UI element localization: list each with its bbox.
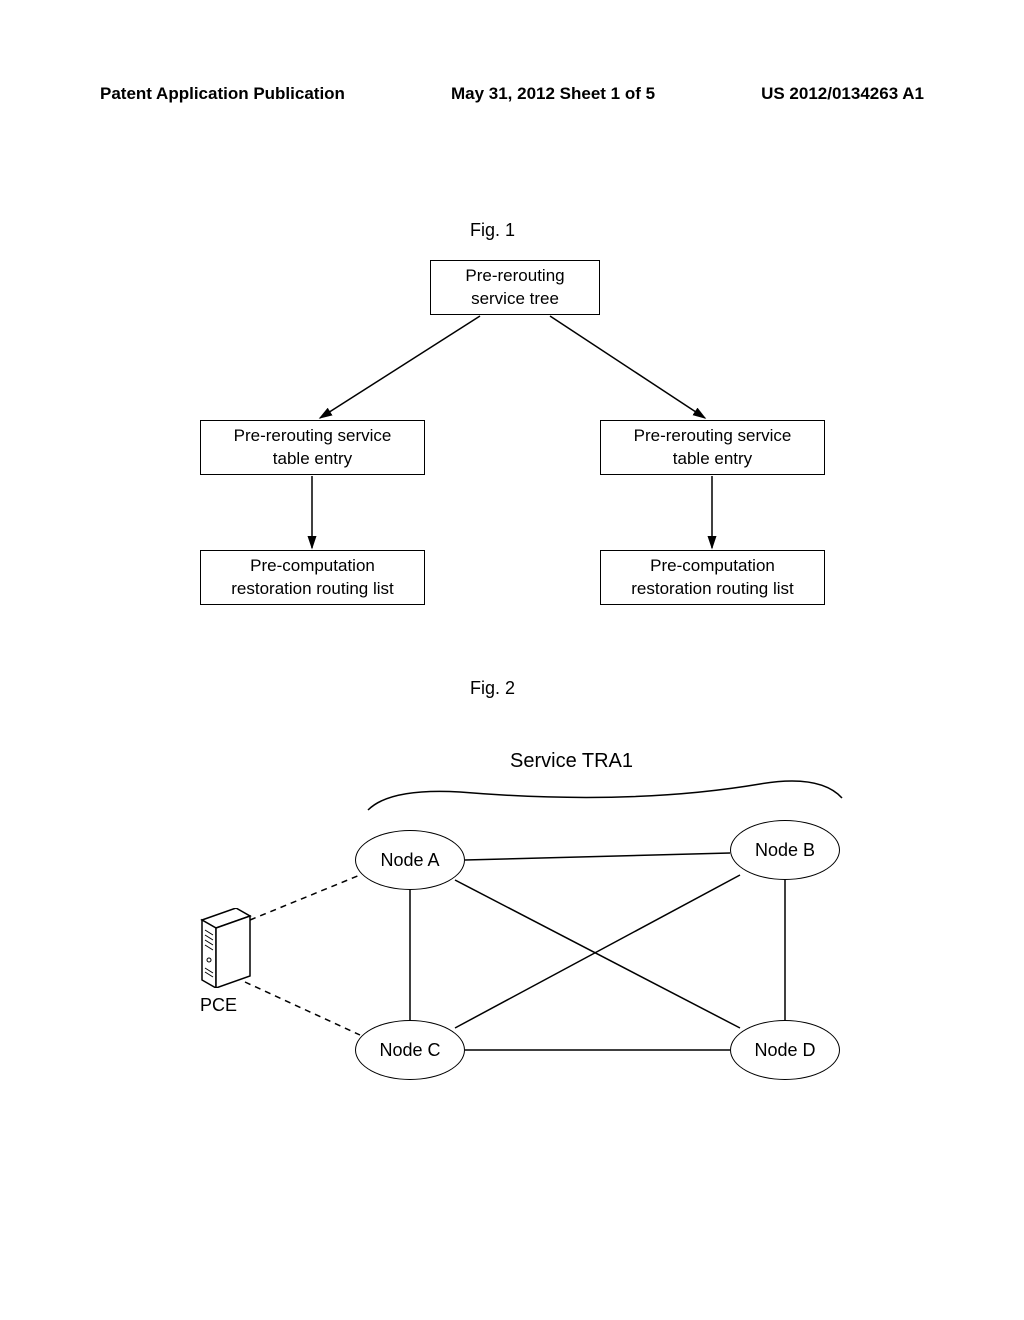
- node-c-label: Node C: [379, 1040, 440, 1061]
- node-d-label: Node D: [754, 1040, 815, 1061]
- bottom-right-node: Pre-computation restoration routing list: [600, 550, 825, 605]
- service-label: Service TRA1: [510, 750, 633, 773]
- node-c: Node C: [355, 1020, 465, 1080]
- pce-server-icon: [198, 908, 253, 988]
- node-a-label: Node A: [380, 850, 439, 871]
- mid-right-line1: Pre-rerouting service: [634, 425, 792, 447]
- figure-2-label: Fig. 2: [470, 678, 515, 699]
- mid-left-node: Pre-rerouting service table entry: [200, 420, 425, 475]
- diagram-2: Service TRA1 Node A Node B Node C Node D: [100, 720, 924, 1120]
- page-header: Patent Application Publication May 31, 2…: [100, 84, 924, 104]
- node-b-label: Node B: [755, 840, 815, 861]
- header-right: US 2012/0134263 A1: [761, 84, 924, 104]
- mid-right-node: Pre-rerouting service table entry: [600, 420, 825, 475]
- bottom-right-line1: Pre-computation: [650, 555, 775, 577]
- mid-left-line1: Pre-rerouting service: [234, 425, 392, 447]
- figure-1-label: Fig. 1: [470, 220, 515, 241]
- mid-left-line2: table entry: [273, 448, 352, 470]
- bottom-left-line1: Pre-computation: [250, 555, 375, 577]
- root-line2: service tree: [471, 288, 559, 310]
- node-b: Node B: [730, 820, 840, 880]
- node-a: Node A: [355, 830, 465, 890]
- header-center: May 31, 2012 Sheet 1 of 5: [451, 84, 655, 104]
- bottom-left-node: Pre-computation restoration routing list: [200, 550, 425, 605]
- pce-label: PCE: [200, 995, 237, 1016]
- header-left: Patent Application Publication: [100, 84, 345, 104]
- root-line1: Pre-rerouting: [465, 265, 564, 287]
- mid-right-line2: table entry: [673, 448, 752, 470]
- bottom-left-line2: restoration routing list: [231, 578, 394, 600]
- bottom-right-line2: restoration routing list: [631, 578, 794, 600]
- root-node: Pre-rerouting service tree: [430, 260, 600, 315]
- diagram-1: Pre-rerouting service tree Pre-rerouting…: [150, 260, 924, 660]
- node-d: Node D: [730, 1020, 840, 1080]
